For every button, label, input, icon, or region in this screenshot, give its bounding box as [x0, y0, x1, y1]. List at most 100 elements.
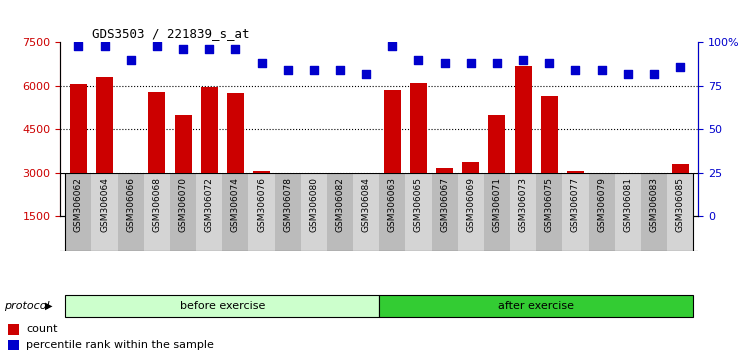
Point [151, 43, 163, 49]
Point [543, 61, 555, 66]
Point [72, 43, 84, 49]
Text: count: count [26, 324, 58, 334]
Bar [174, 115, 192, 259]
Bar [567, 171, 584, 259]
Bar [8, 324, 19, 335]
Bar [96, 77, 113, 259]
Text: GSM306063: GSM306063 [388, 177, 397, 232]
Point [282, 67, 294, 73]
Text: protocol: protocol [4, 301, 50, 311]
Bar [410, 83, 427, 259]
Bar [488, 115, 505, 259]
Bar [514, 65, 532, 259]
Bar [641, 173, 667, 251]
Bar [463, 162, 479, 259]
Text: GSM306079: GSM306079 [597, 177, 606, 232]
Text: GSM306083: GSM306083 [650, 177, 659, 232]
Point [517, 57, 529, 63]
Bar [92, 173, 118, 251]
Text: ▶: ▶ [45, 301, 53, 311]
Point [622, 71, 634, 76]
Point [465, 61, 477, 66]
Text: GSM306084: GSM306084 [362, 177, 371, 232]
Bar [671, 164, 689, 259]
Bar [384, 90, 401, 259]
Bar [484, 173, 510, 251]
Point [334, 67, 346, 73]
Bar [170, 173, 196, 251]
Bar [562, 173, 589, 251]
Point [98, 43, 110, 49]
Bar [357, 201, 375, 259]
Point [177, 47, 189, 52]
Point [648, 71, 660, 76]
Text: GSM306072: GSM306072 [205, 177, 214, 232]
Bar [379, 173, 406, 251]
Bar [436, 168, 453, 259]
Text: GSM306078: GSM306078 [283, 177, 292, 232]
Text: GSM306064: GSM306064 [100, 177, 109, 232]
Bar [593, 190, 610, 259]
Bar [196, 173, 222, 251]
Bar [122, 176, 139, 259]
Bar [620, 209, 636, 259]
Text: GSM306080: GSM306080 [309, 177, 318, 232]
Bar [327, 173, 353, 251]
Text: GSM306073: GSM306073 [519, 177, 528, 232]
Text: GSM306062: GSM306062 [74, 177, 83, 232]
Bar [615, 173, 641, 251]
Point [125, 57, 137, 63]
Text: GSM306066: GSM306066 [126, 177, 135, 232]
Text: GSM306069: GSM306069 [466, 177, 475, 232]
Bar [8, 340, 19, 350]
Bar [253, 171, 270, 259]
Text: before exercise: before exercise [179, 301, 265, 311]
Point [255, 61, 267, 66]
Bar [227, 93, 244, 259]
Text: GSM306068: GSM306068 [152, 177, 161, 232]
Bar [667, 173, 693, 251]
Bar [536, 173, 562, 251]
Text: GSM306075: GSM306075 [544, 177, 553, 232]
Point [229, 47, 241, 52]
Point [386, 43, 398, 49]
Text: GDS3503 / 221839_s_at: GDS3503 / 221839_s_at [92, 27, 249, 40]
Bar [510, 173, 536, 251]
Text: after exercise: after exercise [498, 301, 575, 311]
Text: GSM306065: GSM306065 [414, 177, 423, 232]
Bar [65, 295, 379, 318]
Bar [70, 84, 87, 259]
Text: percentile rank within the sample: percentile rank within the sample [26, 340, 214, 350]
Bar [118, 173, 143, 251]
Text: GSM306077: GSM306077 [571, 177, 580, 232]
Bar [379, 295, 693, 318]
Point [412, 57, 424, 63]
Point [308, 67, 320, 73]
Bar [249, 173, 275, 251]
Bar [306, 184, 322, 259]
Text: GSM306067: GSM306067 [440, 177, 449, 232]
Bar [458, 173, 484, 251]
Text: GSM306085: GSM306085 [676, 177, 685, 232]
Bar [201, 87, 218, 259]
Point [569, 67, 581, 73]
Bar [275, 173, 300, 251]
Point [674, 64, 686, 70]
Bar [645, 187, 662, 259]
Point [204, 47, 216, 52]
Bar [406, 173, 432, 251]
Bar [331, 199, 348, 259]
Bar [300, 173, 327, 251]
Point [360, 71, 372, 76]
Text: GSM306081: GSM306081 [623, 177, 632, 232]
Text: GSM306071: GSM306071 [493, 177, 502, 232]
Text: GSM306070: GSM306070 [179, 177, 188, 232]
Point [491, 61, 503, 66]
Text: GSM306082: GSM306082 [336, 177, 345, 232]
Bar [149, 92, 165, 259]
Text: GSM306074: GSM306074 [231, 177, 240, 232]
Point [439, 61, 451, 66]
Bar [432, 173, 458, 251]
Point [596, 67, 608, 73]
Bar [65, 173, 92, 251]
